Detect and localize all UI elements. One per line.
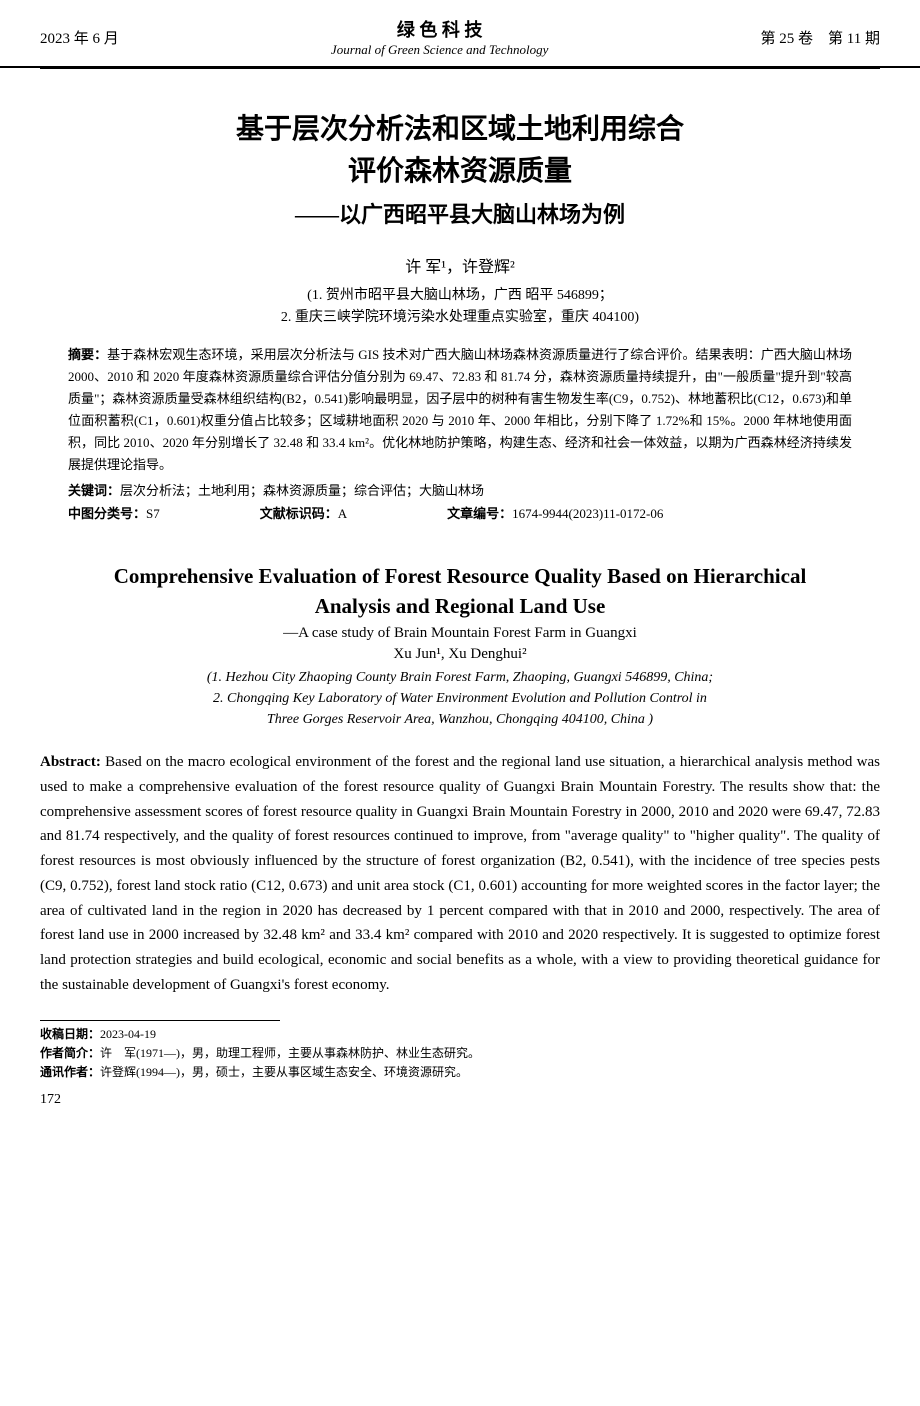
footer: 收稿日期：2023-04-19 作者简介：许 军(1971—)，男，助理工程师，…	[0, 1021, 920, 1083]
authors-cn: 许 军¹，许登辉²	[40, 253, 880, 277]
authors-en: Xu Jun¹, Xu Denghui²	[40, 646, 880, 663]
doc-code-block: 文献标识码：A	[260, 503, 347, 522]
article-title-cn: 基于层次分析法和区域土地利用综合 评价森林资源质量	[40, 109, 880, 193]
author-bio-label: 作者简介：	[40, 1046, 100, 1060]
abstract-en-text: Based on the macro ecological environmen…	[40, 754, 880, 993]
affiliations-cn: (1. 贺州市昭平县大脑山林场，广西 昭平 546899； 2. 重庆三峡学院环…	[40, 285, 880, 330]
page-number: 172	[0, 1082, 920, 1118]
article-subtitle-cn: ——以广西昭平县大脑山林场为例	[40, 197, 880, 229]
main-content: 基于层次分析法和区域土地利用综合 评价森林资源质量 ——以广西昭平县大脑山林场为…	[0, 69, 920, 1008]
doc-code-label: 文献标识码：	[260, 506, 338, 521]
keywords-cn-text: 层次分析法；土地利用；森林资源质量；综合评估；大脑山林场	[120, 483, 484, 498]
journal-title-cn: 绿 色 科 技	[331, 16, 548, 42]
author-bio: 作者简介：许 军(1971—)，男，助理工程师，主要从事森林防护、林业生态研究。	[40, 1044, 880, 1063]
author-bio-text: 许 军(1971—)，男，助理工程师，主要从事森林防护、林业生态研究。	[100, 1046, 480, 1060]
affiliation-en-1: (1. Hezhou City Zhaoping County Brain Fo…	[40, 667, 880, 688]
article-subtitle-en: —A case study of Brain Mountain Forest F…	[40, 625, 880, 642]
title-cn-line2: 评价森林资源质量	[40, 151, 880, 193]
clc-value: S7	[146, 506, 160, 521]
header-volume: 第 25 卷 第 11 期	[761, 27, 880, 48]
corresponding-author: 通讯作者：许登辉(1994—)，男，硕士，主要从事区域生态安全、环境资源研究。	[40, 1063, 880, 1082]
affiliation-en-3: Three Gorges Reservoir Area, Wanzhou, Ch…	[40, 709, 880, 730]
doc-code-value: A	[338, 506, 347, 521]
article-id-value: 1674-9944(2023)11-0172-06	[512, 506, 663, 521]
received-date: 收稿日期：2023-04-19	[40, 1025, 880, 1044]
received-value: 2023-04-19	[100, 1027, 156, 1041]
article-id-block: 文章编号：1674-9944(2023)11-0172-06	[447, 503, 663, 522]
journal-title-en: Journal of Green Science and Technology	[331, 42, 548, 58]
clc-label: 中图分类号：	[68, 506, 146, 521]
abstract-en: Abstract: Based on the macro ecological …	[40, 750, 880, 998]
article-id-label: 文章编号：	[447, 506, 512, 521]
affiliation-en-2: 2. Chongqing Key Laboratory of Water Env…	[40, 688, 880, 709]
clc-block: 中图分类号：S7	[68, 503, 160, 522]
title-en-line2: Analysis and Regional Land Use	[40, 592, 880, 621]
keywords-cn-label: 关键词：	[68, 483, 120, 498]
article-title-en: Comprehensive Evaluation of Forest Resou…	[40, 562, 880, 621]
received-label: 收稿日期：	[40, 1027, 100, 1041]
keywords-cn: 关键词：层次分析法；土地利用；森林资源质量；综合评估；大脑山林场	[40, 480, 880, 499]
corresponding-label: 通讯作者：	[40, 1065, 100, 1079]
affiliations-en: (1. Hezhou City Zhaoping County Brain Fo…	[40, 667, 880, 730]
affiliation-cn-2: 2. 重庆三峡学院环境污染水处理重点实验室，重庆 404100)	[40, 307, 880, 329]
title-en-line1: Comprehensive Evaluation of Forest Resou…	[40, 562, 880, 591]
affiliation-cn-1: (1. 贺州市昭平县大脑山林场，广西 昭平 546899；	[40, 285, 880, 307]
abstract-cn-label: 摘要：	[68, 347, 107, 362]
meta-row: 中图分类号：S7 文献标识码：A 文章编号：1674-9944(2023)11-…	[40, 503, 880, 522]
page-header: 2023 年 6 月 绿 色 科 技 Journal of Green Scie…	[0, 0, 920, 68]
abstract-cn: 摘要：基于森林宏观生态环境，采用层次分析法与 GIS 技术对广西大脑山林场森林资…	[40, 344, 880, 477]
abstract-en-label: Abstract:	[40, 754, 105, 770]
corresponding-text: 许登辉(1994—)，男，硕士，主要从事区域生态安全、环境资源研究。	[100, 1065, 468, 1079]
title-cn-line1: 基于层次分析法和区域土地利用综合	[40, 109, 880, 151]
header-date: 2023 年 6 月	[40, 27, 119, 48]
abstract-cn-text: 基于森林宏观生态环境，采用层次分析法与 GIS 技术对广西大脑山林场森林资源质量…	[68, 347, 852, 472]
journal-title: 绿 色 科 技 Journal of Green Science and Tec…	[331, 16, 548, 58]
